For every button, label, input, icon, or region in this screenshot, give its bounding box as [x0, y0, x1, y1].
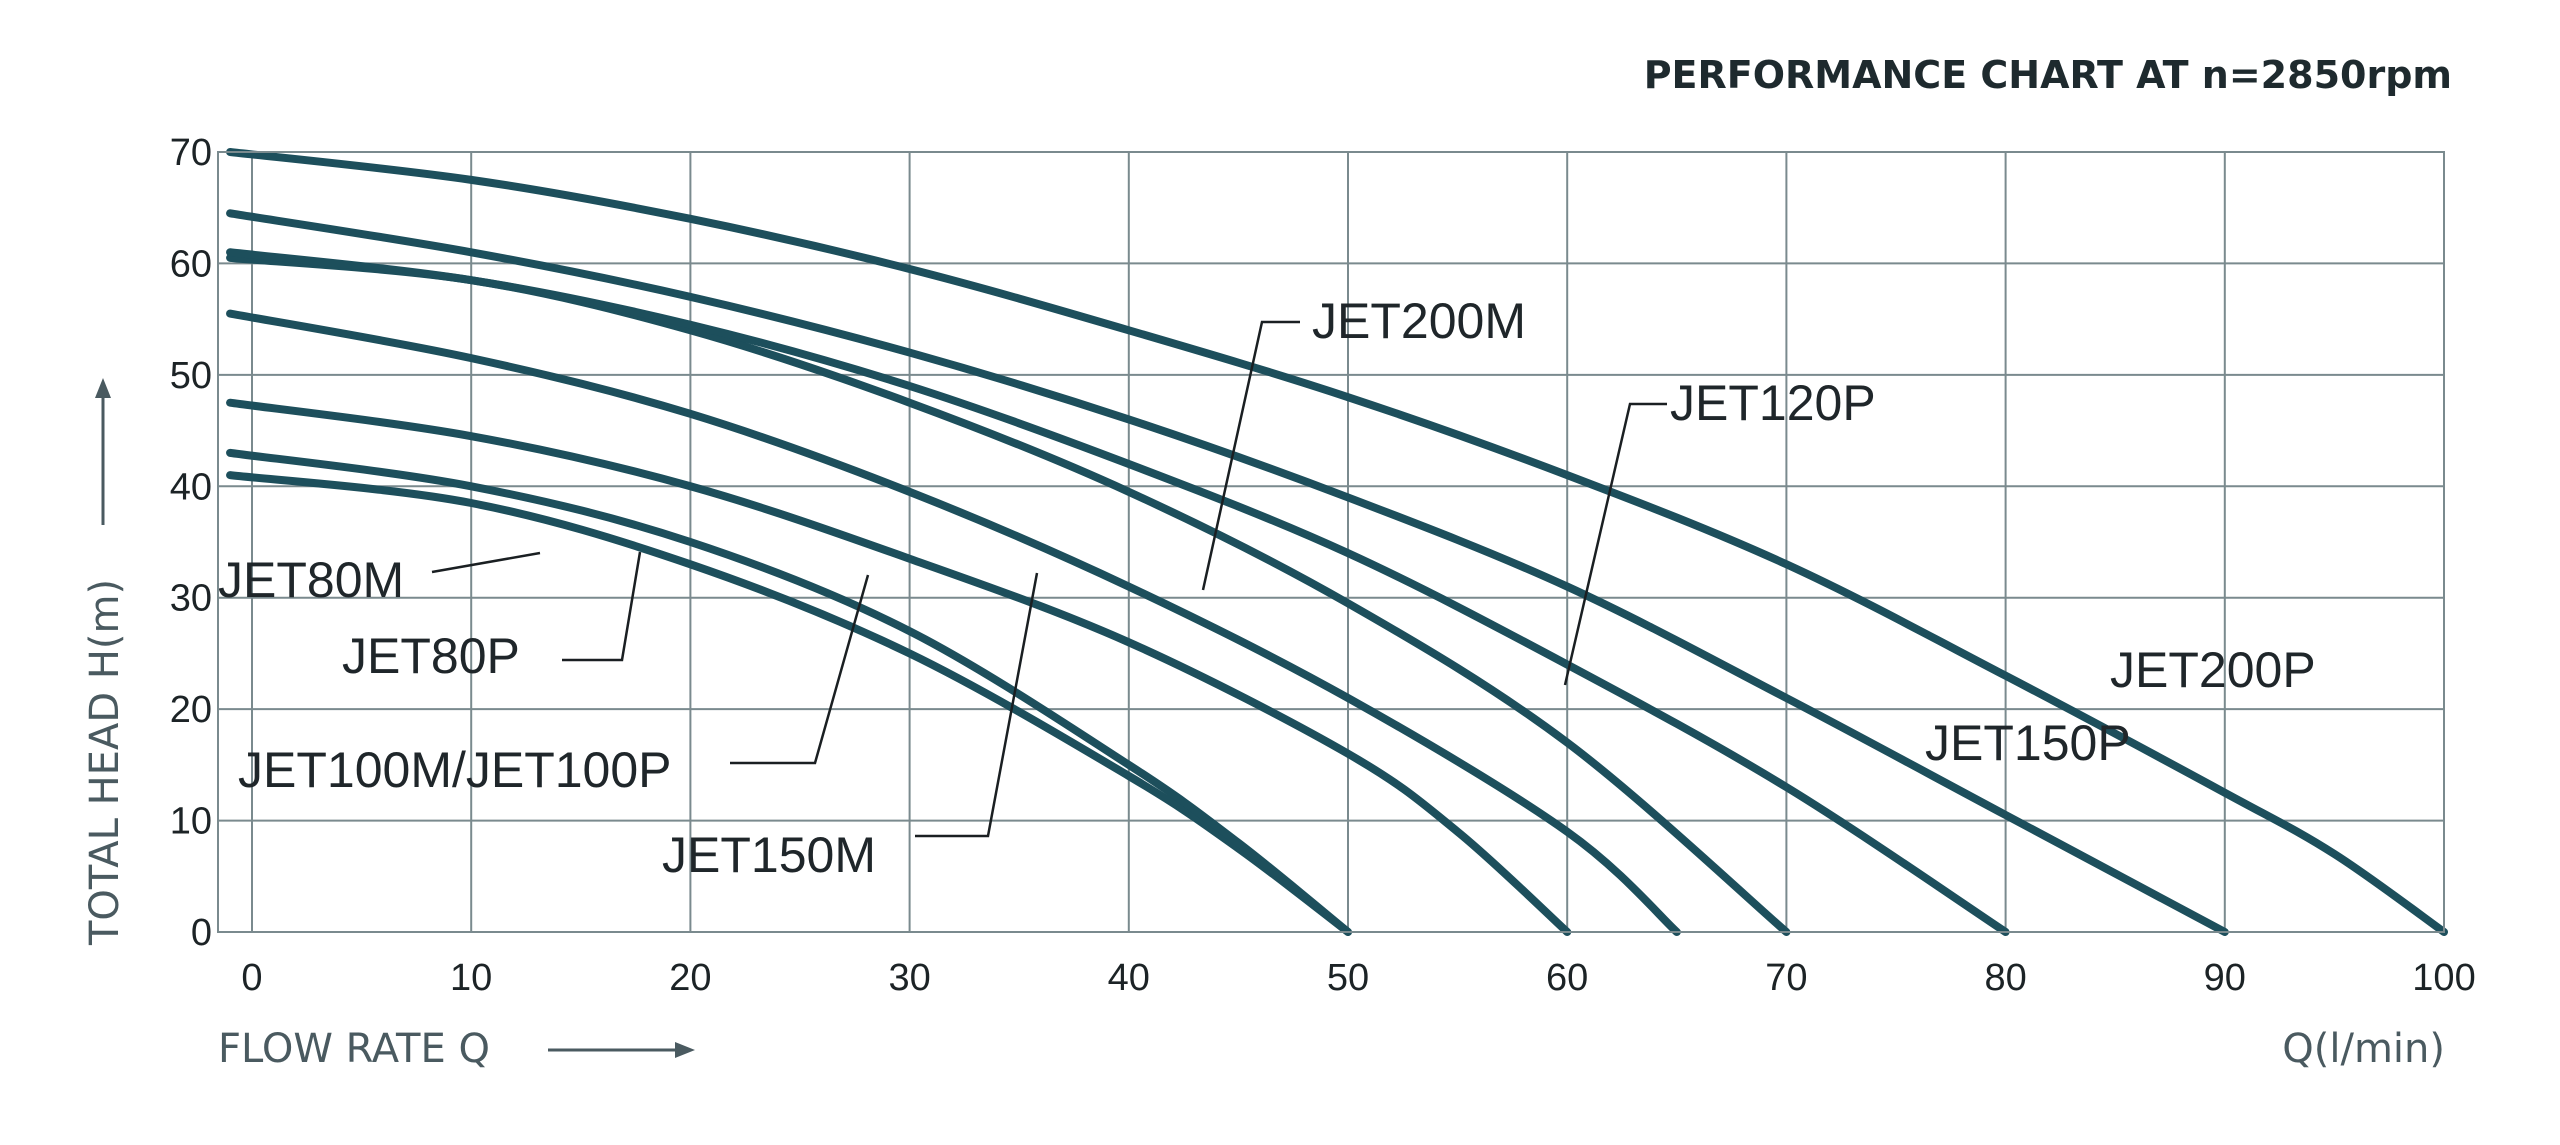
x-tick-50: 50	[1327, 957, 1369, 999]
x-tick-labels: 0 10 20 30 40 50 60 70 80 90 100	[241, 957, 2475, 999]
y-axis-label: TOTAL HEAD H(m)	[82, 579, 128, 946]
y-tick-20: 20	[170, 689, 212, 731]
leader-jet80p	[562, 551, 642, 662]
x-tick-30: 30	[888, 957, 930, 999]
y-tick-70: 70	[170, 132, 212, 174]
x-tick-40: 40	[1108, 957, 1150, 999]
y-axis-label-group: TOTAL HEAD H(m)	[82, 378, 128, 946]
y-tick-40: 40	[170, 466, 212, 508]
curve-jet200p	[226, 148, 2448, 936]
x-tick-60: 60	[1546, 957, 1588, 999]
x-tick-90: 90	[2204, 957, 2246, 999]
plot-frame	[217, 151, 2445, 933]
leader-jet100m-jet100p	[730, 574, 870, 765]
series-label-jet80m: JET80M	[218, 552, 404, 608]
x-tick-10: 10	[450, 957, 492, 999]
series-label-jet80p: JET80P	[342, 628, 520, 684]
series-label-jet150m: JET150M	[662, 827, 876, 883]
y-tick-10: 10	[170, 801, 212, 843]
leader-jet150m	[915, 572, 1039, 838]
curve-jet150m	[226, 309, 1681, 936]
x-axis-unit: Q(l/min)	[2282, 1026, 2445, 1072]
series-label-jet200p: JET200P	[2110, 642, 2316, 698]
series-label-jet100m-jet100p: JET100M/JET100P	[238, 742, 672, 798]
series-label-jet200m: JET200M	[1312, 293, 1526, 349]
x-tick-80: 80	[1984, 957, 2026, 999]
x-tick-20: 20	[669, 957, 711, 999]
x-axis-label-group: FLOW RATE Q Q(l/min)	[218, 1026, 2445, 1072]
x-tick-70: 70	[1765, 957, 1807, 999]
curve-jet100m-jet100p	[226, 398, 1572, 936]
curve-jet120p	[226, 248, 2010, 936]
chart-curves	[226, 148, 2448, 936]
curve-jet150p	[226, 209, 2229, 936]
y-tick-60: 60	[170, 243, 212, 285]
y-axis-arrow-head	[95, 378, 111, 398]
x-axis-label: FLOW RATE Q	[218, 1026, 490, 1072]
leader-jet200m	[1201, 320, 1300, 591]
series-label-jet120p: JET120P	[1670, 375, 1876, 431]
leader-jet120p	[1563, 402, 1667, 686]
y-tick-0: 0	[191, 912, 212, 954]
x-axis-arrow-head	[675, 1042, 695, 1058]
y-tick-labels: 0 10 20 30 40 50 60 70	[170, 132, 212, 954]
series-label-jet150p: JET150P	[1925, 715, 2131, 771]
curve-jet80p	[226, 448, 1352, 936]
y-tick-30: 30	[170, 578, 212, 620]
curve-jet80m	[226, 471, 1352, 936]
x-tick-0: 0	[241, 957, 262, 999]
chart-title: PERFORMANCE CHART AT n=2850rpm	[1644, 53, 2452, 97]
leader-jet80m	[431, 551, 541, 574]
y-tick-50: 50	[170, 355, 212, 397]
series-labels: JET80M JET80P JET100M/JET100P JET150M JET200…	[218, 293, 2316, 883]
label-leader-lines	[431, 320, 1667, 838]
x-tick-100: 100	[2412, 957, 2475, 999]
